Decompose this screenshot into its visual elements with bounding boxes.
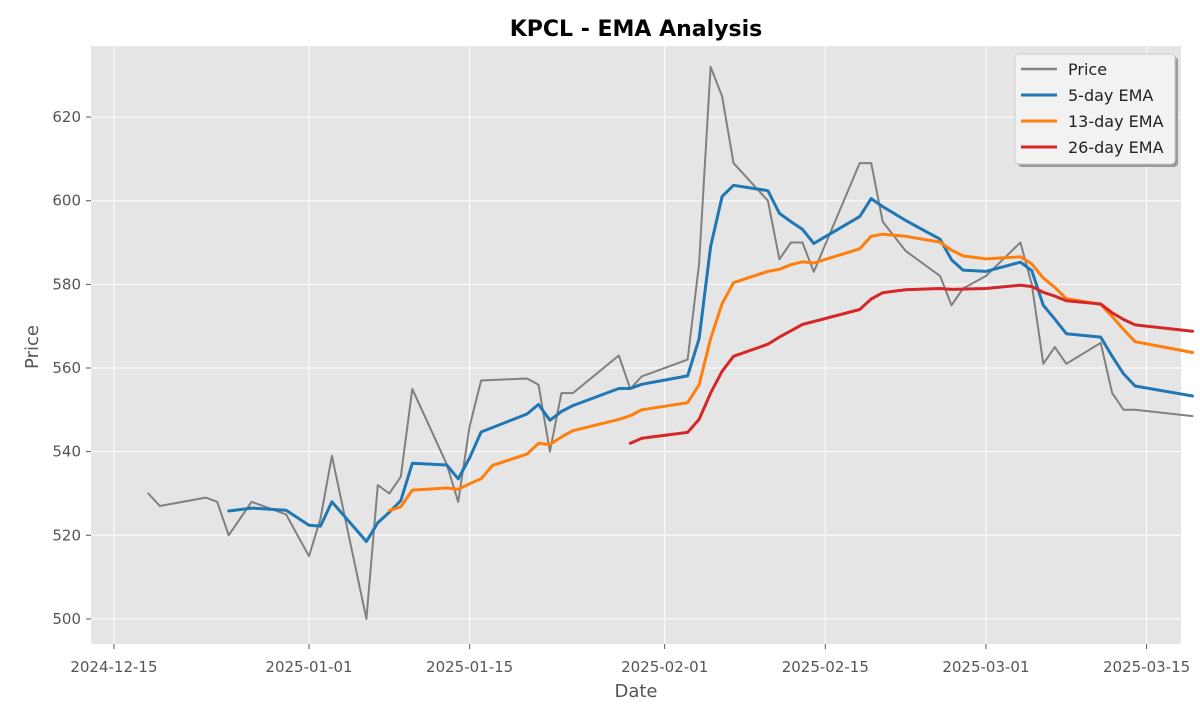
x-tick-label: 2025-03-01 xyxy=(942,658,1029,676)
legend-label-5-day-ema: 5-day EMA xyxy=(1068,86,1153,105)
legend-label-price: Price xyxy=(1068,60,1107,79)
y-tick-label: 540 xyxy=(52,443,81,461)
y-tick-label: 560 xyxy=(52,359,81,377)
axes: 500 520 540 560 580 600 620 2024-12-15 2025-01-0… xyxy=(52,108,1190,676)
y-tick-label: 580 xyxy=(52,275,81,293)
x-tick-label: 2025-01-01 xyxy=(265,658,352,676)
series-line-price xyxy=(147,65,1194,620)
y-tick-label: 500 xyxy=(52,610,81,628)
y-axis-label: Price xyxy=(22,325,43,369)
legend: Price 5-day EMA 13-day EMA 26-day EMA xyxy=(1014,53,1178,167)
x-tick-label: 2024-12-15 xyxy=(70,658,157,676)
legend-label-13-day-ema: 13-day EMA xyxy=(1068,112,1164,131)
legend-label-26-day-ema: 26-day EMA xyxy=(1068,138,1164,157)
y-tick-label: 600 xyxy=(52,192,81,210)
y-tick-label: 520 xyxy=(52,526,81,544)
legend-box xyxy=(1014,53,1176,165)
x-tick-label: 2025-02-01 xyxy=(621,658,708,676)
x-tick-label: 2025-01-15 xyxy=(426,658,513,676)
plot-area xyxy=(91,46,1181,644)
series-line-26-day-ema xyxy=(628,283,1194,445)
series-line-13-day-ema xyxy=(387,232,1194,513)
y-tick-label: 620 xyxy=(52,108,81,126)
grid xyxy=(91,46,1181,644)
x-tick-label: 2025-02-15 xyxy=(782,658,869,676)
chart-title: KPCL - EMA Analysis xyxy=(510,17,763,42)
series-lines xyxy=(147,65,1194,620)
x-tick-label: 2025-03-15 xyxy=(1103,658,1190,676)
x-axis-label: Date xyxy=(614,681,657,702)
